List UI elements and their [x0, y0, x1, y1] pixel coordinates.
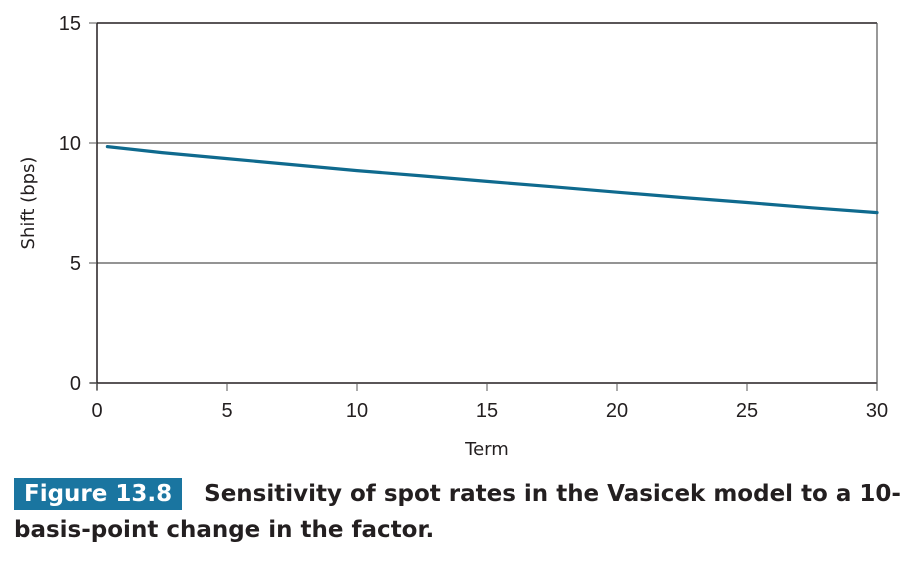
- series-group: [105, 145, 879, 215]
- series-line: [105, 145, 879, 215]
- y-ticks: 0 5 10 15: [59, 13, 97, 395]
- y-tick-label: 15: [59, 13, 81, 35]
- x-tick-label: 10: [346, 400, 368, 422]
- x-tick-label: 0: [91, 400, 102, 422]
- figure-caption: Figure 13.8 Sensitivity of spot rates in …: [14, 476, 904, 548]
- y-tick-label: 10: [59, 133, 81, 155]
- x-tick-label: 15: [476, 400, 498, 422]
- gridlines: [97, 22, 877, 264]
- x-tick-label: 25: [736, 400, 758, 422]
- x-tick-label: 30: [866, 400, 888, 422]
- caption-text: Sensitivity of spot rates in the Vasicek…: [14, 481, 901, 543]
- x-tick-label: 5: [221, 400, 232, 422]
- x-tick-label: 20: [606, 400, 628, 422]
- x-ticks: 0 5 10 15 20 25 30: [91, 383, 888, 422]
- chart: 0 5 10 15 0 5 10 15 20 25 30 Term Shift (bps): [18, 13, 888, 460]
- y-tick-label: 5: [70, 253, 81, 275]
- figure-label: Figure 13.8: [14, 478, 183, 510]
- y-axis-title: Shift (bps): [18, 157, 39, 250]
- y-tick-label: 0: [70, 373, 81, 395]
- x-axis-title: Term: [464, 439, 509, 460]
